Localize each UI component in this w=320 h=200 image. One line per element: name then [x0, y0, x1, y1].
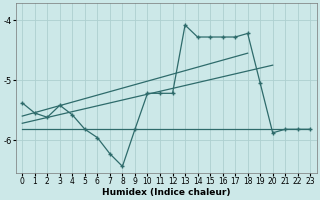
X-axis label: Humidex (Indice chaleur): Humidex (Indice chaleur)	[102, 188, 230, 197]
